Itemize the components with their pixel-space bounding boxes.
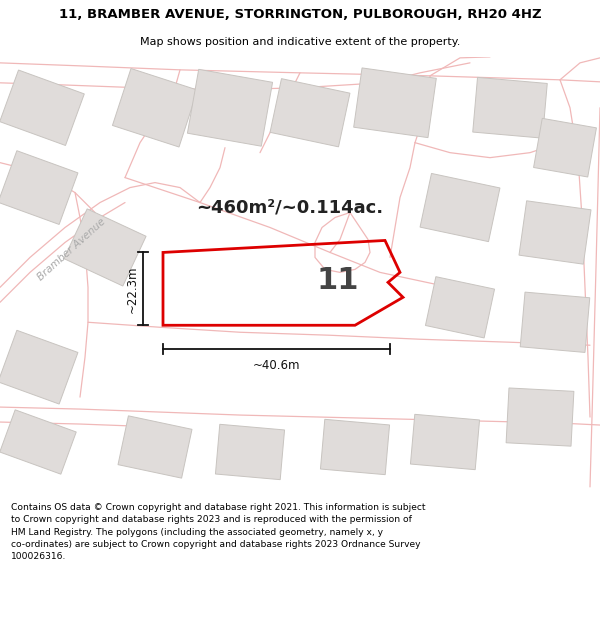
Polygon shape xyxy=(112,69,197,147)
Polygon shape xyxy=(425,277,494,338)
Text: ~22.3m: ~22.3m xyxy=(126,265,139,312)
Text: Contains OS data © Crown copyright and database right 2021. This information is : Contains OS data © Crown copyright and d… xyxy=(11,503,425,561)
Polygon shape xyxy=(353,68,436,138)
Polygon shape xyxy=(533,118,596,177)
Polygon shape xyxy=(187,69,272,146)
Text: Map shows position and indicative extent of the property.: Map shows position and indicative extent… xyxy=(140,37,460,47)
Polygon shape xyxy=(420,173,500,242)
Polygon shape xyxy=(473,78,547,138)
Polygon shape xyxy=(0,330,78,404)
Polygon shape xyxy=(0,410,76,474)
Polygon shape xyxy=(520,292,590,352)
Polygon shape xyxy=(410,414,479,469)
Text: 11: 11 xyxy=(316,266,359,294)
Text: ~40.6m: ~40.6m xyxy=(253,359,300,372)
Polygon shape xyxy=(320,419,389,474)
Polygon shape xyxy=(118,416,192,478)
Polygon shape xyxy=(64,209,146,286)
Text: 11, BRAMBER AVENUE, STORRINGTON, PULBOROUGH, RH20 4HZ: 11, BRAMBER AVENUE, STORRINGTON, PULBORO… xyxy=(59,8,541,21)
Polygon shape xyxy=(0,151,78,224)
Text: Bramber Avenue: Bramber Avenue xyxy=(36,216,108,282)
Text: ~460m²/~0.114ac.: ~460m²/~0.114ac. xyxy=(196,199,383,216)
Polygon shape xyxy=(0,70,84,146)
Polygon shape xyxy=(270,79,350,147)
Polygon shape xyxy=(215,424,284,479)
Polygon shape xyxy=(519,201,591,264)
Polygon shape xyxy=(506,388,574,446)
